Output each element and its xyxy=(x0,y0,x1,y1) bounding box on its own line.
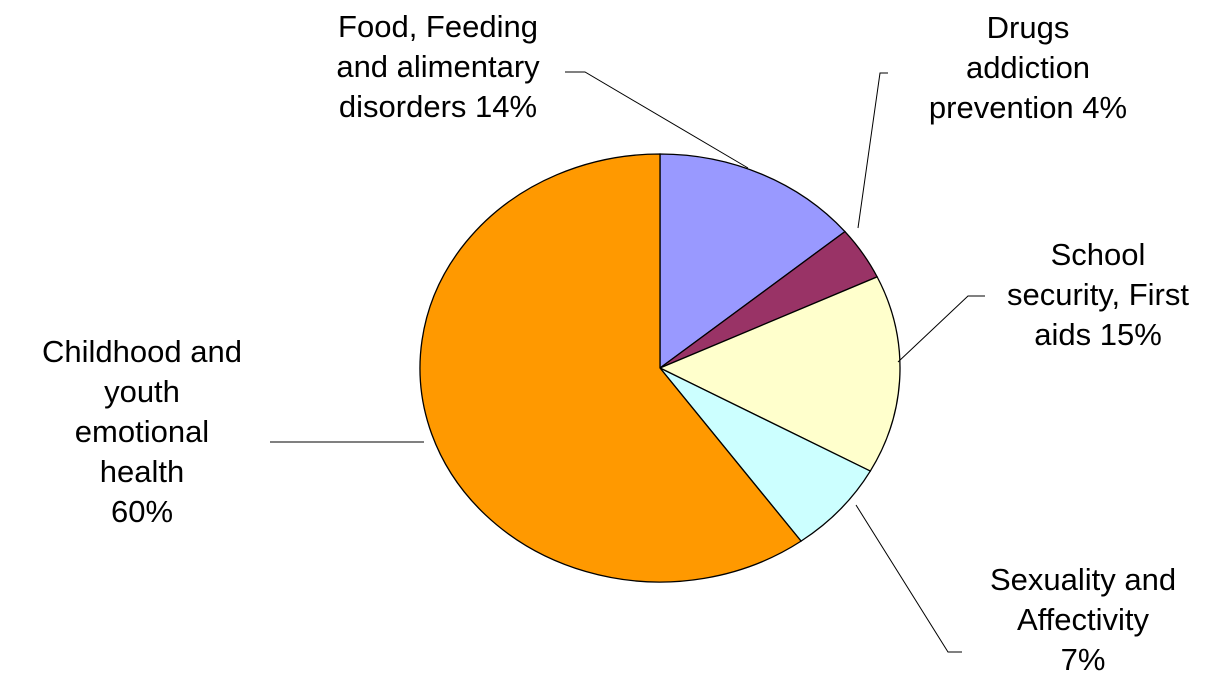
slice-label-line: health xyxy=(100,454,184,489)
slice-label-drugs-addiction: Drugs addiction prevention 4% xyxy=(929,10,1127,125)
slice-label-line: disorders 14% xyxy=(339,89,537,124)
slice-label-line: Drugs xyxy=(987,10,1070,45)
slice-label-line: and alimentary xyxy=(336,49,540,84)
slice-label-line: youth xyxy=(104,374,180,409)
leader-line-sexuality-affectivity xyxy=(855,504,962,653)
slice-label-line: security, First xyxy=(1007,277,1189,312)
slice-label-line: School xyxy=(1051,237,1146,272)
pie-slice-sexuality-affectivity xyxy=(659,367,872,542)
slice-label-line: aids 15% xyxy=(1034,317,1162,352)
slice-label-line: addiction xyxy=(966,50,1090,85)
slice-label-line: Sexuality and xyxy=(990,562,1176,597)
slice-label-childhood-youth-health: Childhood and youth emotional health 60% xyxy=(42,334,242,529)
slice-label-line: prevention 4% xyxy=(929,90,1127,125)
slice-label-line: emotional xyxy=(75,414,209,449)
pie-slice-childhood-youth-health xyxy=(419,153,803,583)
slice-label-sexuality-affectivity: Sexuality and Affectivity 7% xyxy=(990,562,1176,677)
slice-label-line: Childhood and xyxy=(42,334,242,369)
leader-line-school-security xyxy=(897,295,985,363)
slice-label-line: 60% xyxy=(111,494,173,529)
slice-label-food-feeding: Food, Feeding and alimentary disorders 14% xyxy=(336,9,540,124)
slice-label-line: Affectivity xyxy=(1017,602,1150,637)
slice-label-line: Food, Feeding xyxy=(338,9,538,44)
slice-label-school-security: School security, First aids 15% xyxy=(1007,237,1189,352)
leader-line-drugs-addiction xyxy=(857,72,888,229)
pie-slice-school-security xyxy=(658,276,901,472)
slice-label-line: 7% xyxy=(1061,642,1106,677)
pie-slice-food-feeding xyxy=(659,153,846,370)
leader-line-food-feeding xyxy=(565,71,749,169)
